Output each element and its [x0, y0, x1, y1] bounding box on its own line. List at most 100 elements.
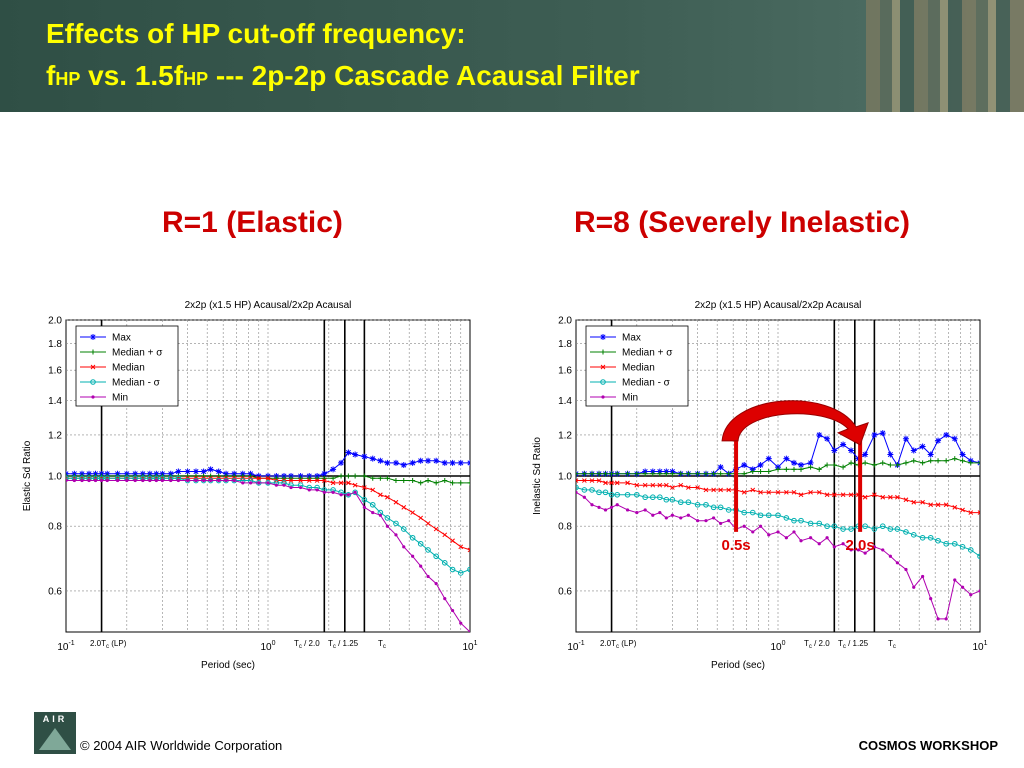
- elastic-xtick-base: 10: [260, 642, 272, 653]
- elastic-data-point: [125, 478, 129, 483]
- right-chart-heading: R=8 (Severely Inelastic): [574, 206, 911, 239]
- elastic-ytick-label: 1.0: [48, 472, 62, 483]
- inelastic-period-label-rest: / 1.25: [846, 639, 869, 648]
- inelastic-legend-label: Median: [622, 363, 655, 374]
- elastic-data-point: [425, 521, 431, 526]
- elastic-data-point: [449, 566, 456, 573]
- elastic-data-point: [441, 459, 448, 466]
- inelastic-period-label-main: 2.0T: [600, 639, 616, 648]
- inelastic-legend-marker: [601, 395, 605, 399]
- inelastic-data-point: [959, 451, 966, 458]
- inelastic-data-point: [596, 471, 602, 477]
- inelastic-data-point: [951, 435, 958, 442]
- inelastic-data-point: [596, 478, 602, 483]
- elastic-data-point: [425, 457, 432, 464]
- elastic-data-point: [87, 478, 91, 483]
- logo-text: AIR: [42, 714, 68, 724]
- elastic-data-point: [449, 459, 456, 466]
- inelastic-data-point: [808, 464, 814, 470]
- inelastic-data-point: [678, 482, 684, 488]
- inelastic-data-point: [960, 458, 966, 464]
- elastic-data-point: [99, 478, 104, 483]
- inelastic-data-point: [895, 494, 900, 500]
- inelastic-data-point: [935, 437, 942, 444]
- elastic-data-point: [450, 538, 455, 544]
- air-logo: AIR: [34, 712, 76, 754]
- elastic-data-point: [393, 520, 399, 527]
- inelastic-period-label: Tc: [888, 639, 896, 650]
- elastic-series-line: [66, 451, 470, 477]
- inelastic-data-point: [775, 489, 781, 495]
- elastic-legend-label: Median: [112, 363, 145, 374]
- inelastic-data-point: [943, 540, 949, 547]
- elastic-data-point: [184, 468, 191, 475]
- inelastic-series-line: [576, 491, 980, 620]
- inelastic-data-point: [603, 471, 609, 477]
- inelastic-data-point: [726, 487, 732, 493]
- elastic-data-point: [352, 473, 358, 479]
- inelastic-data-point: [952, 504, 958, 510]
- inelastic-data-point: [791, 466, 797, 472]
- elastic-xtick-exp: 1: [474, 640, 478, 647]
- inelastic-xtick-exp: 0: [782, 640, 786, 647]
- inelastic-data-point: [765, 512, 772, 519]
- inelastic-data-point: [679, 516, 683, 520]
- inelastic-data-point: [643, 508, 647, 512]
- elastic-period-label-sub: c: [106, 644, 109, 650]
- elastic-data-point: [215, 468, 222, 475]
- elastic-data-point: [339, 493, 343, 497]
- inelastic-data-point: [816, 520, 823, 527]
- inelastic-data-point: [831, 447, 838, 454]
- inelastic-data-point: [927, 451, 934, 458]
- inelastic-xtick-base: 10: [770, 642, 782, 653]
- elastic-title: 2x2p (x1.5 HP) Acausal/2x2p Acausal: [185, 300, 352, 311]
- elastic-data-point: [315, 488, 319, 492]
- inelastic-data-point: [677, 499, 684, 506]
- inelastic-data-point: [766, 489, 772, 495]
- elastic-data-point: [410, 478, 416, 484]
- inelastic-data-point: [840, 526, 846, 532]
- elastic-data-point: [400, 462, 407, 469]
- elastic-data-point: [265, 475, 271, 481]
- inelastic-data-point: [927, 534, 934, 541]
- elastic-data-point: [298, 485, 303, 490]
- inelastic-data-point: [790, 459, 797, 466]
- elastic-data-point: [450, 608, 455, 613]
- elastic-data-point: [257, 481, 261, 485]
- inelastic-data-point: [910, 532, 917, 538]
- inelastic-data-point: [960, 585, 965, 589]
- elastic-data-point: [241, 481, 245, 485]
- inelastic-data-point: [862, 523, 868, 530]
- inelastic-data-point: [943, 458, 949, 464]
- inelastic-data-point: [968, 510, 974, 515]
- inelastic-ytick-label: 1.8: [558, 339, 572, 350]
- inelastic-legend: Max Median + σ Median Median - σ Min: [585, 325, 689, 407]
- elastic-data-point: [321, 470, 328, 477]
- inelastic-data-point: [614, 471, 620, 477]
- inelastic-data-point: [959, 544, 966, 550]
- elastic-data-point: [353, 490, 357, 494]
- inelastic-data-point: [887, 462, 893, 468]
- inelastic-data-point: [968, 460, 974, 466]
- inelastic-data-point: [841, 542, 845, 546]
- inelastic-data-point: [576, 490, 578, 494]
- elastic-data-point: [433, 457, 440, 464]
- inelastic-xtick-exp: -1: [578, 640, 584, 647]
- elastic-legend-marker: [91, 395, 95, 399]
- elastic-data-point: [458, 544, 464, 550]
- inelastic-data-point: [848, 460, 854, 466]
- inelastic-data-point: [609, 471, 615, 477]
- elastic-data-point: [175, 468, 182, 475]
- inelastic-data-point: [634, 491, 640, 498]
- inelastic-data-point: [816, 489, 822, 495]
- inelastic-data-point: [791, 517, 797, 524]
- inelastic-data-point: [952, 456, 958, 462]
- inelastic-data-point: [685, 471, 691, 477]
- inelastic-data-point: [765, 455, 772, 462]
- inelastic-data-point: [625, 471, 631, 477]
- inelastic-data-point: [902, 435, 909, 442]
- inelastic-data-point: [712, 516, 716, 520]
- elastic-data-point: [209, 478, 213, 483]
- inelastic-data-point: [582, 495, 586, 499]
- elastic-data-point: [411, 554, 415, 558]
